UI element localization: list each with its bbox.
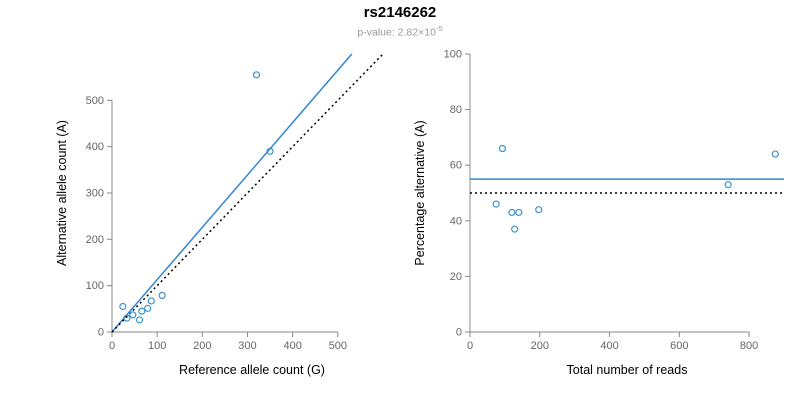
data-point: [123, 314, 131, 322]
y-tick-label: 300: [86, 188, 104, 200]
x-tick-label: 0: [467, 340, 473, 352]
data-point: [138, 307, 146, 315]
y-axis-title: Percentage alternative (A): [413, 120, 427, 265]
x-tick-label: 200: [193, 340, 211, 352]
data-point: [158, 291, 166, 299]
x-tick-label: 400: [283, 340, 301, 352]
data-point: [511, 225, 519, 233]
x-tick-label: 800: [740, 340, 758, 352]
x-tick-label: 500: [329, 340, 347, 352]
title-block: rs2146262 p-value: 2.82×10-5: [0, 4, 800, 40]
scatter-plot-percentage-reads: 0 200 400 600 800 0 20 40 60 80 100 Total number of…: [413, 49, 784, 377]
y-tick-label: 100: [444, 49, 462, 61]
data-point: [498, 144, 507, 153]
y-tick-label: 20: [450, 271, 462, 283]
x-axis-title: Reference allele count (G): [179, 363, 325, 377]
x-tick-label: 600: [670, 340, 688, 352]
x-tick-label: 300: [238, 340, 256, 352]
y-axis-title: Alternative allele count (A): [55, 120, 69, 266]
data-point: [252, 71, 261, 79]
chart-subtitle: p-value: 2.82×10-5: [0, 22, 800, 40]
y-tick-label: 80: [450, 104, 462, 116]
chart-panels: 0 100 200 300 400 500 0 100 200 300 400 500 Referenc…: [0, 40, 800, 400]
x-tick-label: 100: [148, 340, 166, 352]
data-point: [724, 181, 732, 189]
data-point: [508, 208, 516, 217]
regression-line: [111, 53, 353, 333]
y-tick-label: 500: [86, 95, 104, 107]
x-tick-label: 400: [600, 340, 618, 352]
y-tick-label: 100: [86, 280, 104, 292]
data-point: [135, 316, 144, 324]
y-tick-label: 60: [450, 160, 462, 172]
identity-line: [111, 53, 384, 333]
data-point: [492, 200, 500, 208]
x-tick-label: 200: [531, 340, 549, 352]
data-point: [144, 304, 152, 312]
y-tick-label: 400: [86, 141, 104, 153]
p-value-exponent: -5: [435, 24, 443, 33]
data-point: [771, 150, 779, 158]
data-point: [535, 206, 543, 214]
chart-title: rs2146262: [363, 4, 437, 21]
y-tick-label: 40: [450, 215, 462, 227]
y-tick-label: 0: [98, 327, 104, 339]
y-tick-label: 0: [456, 327, 462, 339]
x-tick-label: 0: [109, 340, 115, 352]
y-tick-label: 200: [86, 234, 104, 246]
data-point: [266, 147, 274, 155]
p-value-text: p-value: 2.82×10: [357, 26, 436, 39]
scatter-plot-allele-counts: 0 100 200 300 400 500 0 100 200 300 400 500 Referenc…: [55, 53, 384, 377]
data-point: [129, 311, 137, 319]
data-point: [515, 208, 523, 217]
x-axis-title: Total number of reads: [567, 363, 688, 377]
data-point: [119, 302, 127, 311]
data-point: [147, 297, 155, 305]
